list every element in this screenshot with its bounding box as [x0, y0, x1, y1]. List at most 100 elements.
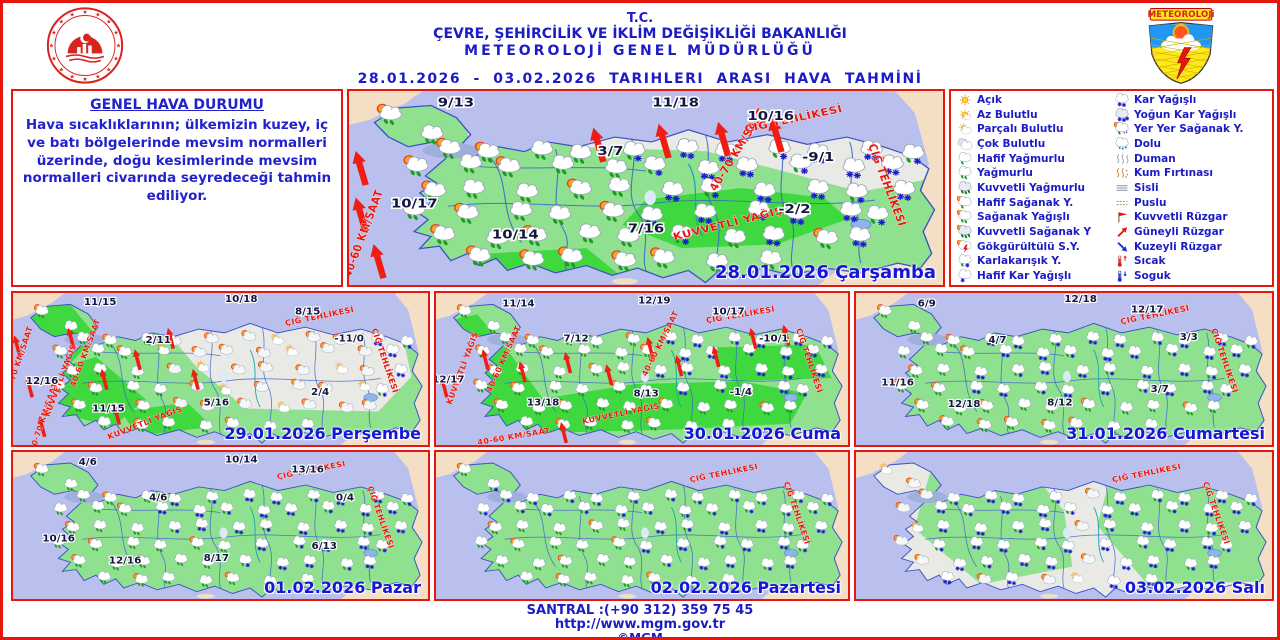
- kuzeyli-ruzgar-icon: [1117, 241, 1128, 252]
- mix-weather-icon: [742, 343, 756, 357]
- legend-label: Sisli: [1134, 181, 1159, 194]
- legend-label: Kum Fırtınası: [1134, 167, 1214, 180]
- legend-label: Dolu: [1134, 137, 1162, 150]
- rain-weather-icon: [91, 500, 105, 514]
- mix-weather-icon: [1034, 381, 1048, 395]
- temperature-label: 4/7: [988, 335, 1006, 346]
- temperature-label: 12/18: [1064, 294, 1097, 305]
- legend-label: Kuvvetli Rüzgar: [1134, 211, 1228, 224]
- snow-weather-icon: [1140, 521, 1154, 536]
- suncloud-weather-icon: [191, 345, 207, 357]
- snow-weather-icon: [1101, 347, 1115, 362]
- suncloud-weather-icon: [255, 346, 271, 358]
- snow-weather-icon: [754, 519, 769, 533]
- yagmurlu-icon: [958, 166, 972, 180]
- mix-weather-icon: [499, 489, 513, 503]
- srain-weather-icon: [102, 491, 118, 506]
- suncloud-weather-icon: [1074, 520, 1090, 531]
- rain-weather-icon: [530, 139, 554, 160]
- temperature-label: 0/4: [336, 493, 354, 504]
- mix-weather-icon: [1165, 343, 1179, 357]
- srain-weather-icon: [908, 364, 923, 379]
- srain-weather-icon: [453, 202, 480, 224]
- snow-weather-icon: [1163, 382, 1177, 397]
- legend-label: Açık: [977, 94, 1002, 106]
- snow-weather-icon: [1038, 361, 1052, 376]
- rain-weather-icon: [583, 571, 598, 585]
- snow-weather-icon: [717, 365, 731, 380]
- mix-weather-icon: [761, 557, 775, 571]
- srain-weather-icon: [557, 399, 573, 414]
- rain-weather-icon: [759, 249, 782, 270]
- rain-weather-icon: [621, 574, 635, 588]
- mix-weather-icon: [205, 490, 219, 504]
- rain-weather-icon: [487, 320, 501, 334]
- srain-weather-icon: [1068, 416, 1084, 431]
- snow-weather-icon: [1101, 504, 1115, 519]
- snow-weather-icon: [997, 383, 1011, 398]
- mix-weather-icon: [700, 177, 723, 199]
- rain-weather-icon: [174, 553, 188, 567]
- snow-weather-icon: [842, 157, 866, 179]
- srain-weather-icon: [456, 304, 472, 319]
- mix-weather-icon: [1063, 344, 1077, 359]
- snow-weather-icon: [334, 492, 348, 506]
- rain-weather-icon: [126, 380, 140, 394]
- legend-item-hafif-yagmurlu: Hafif Yağmurlu: [956, 151, 1113, 166]
- snow-weather-icon: [276, 556, 290, 571]
- mix-weather-icon: [590, 493, 604, 507]
- snow-weather-icon: [1140, 365, 1154, 380]
- rain-weather-icon: [596, 397, 610, 411]
- legend-label: Kuzeyli Rüzgar: [1134, 240, 1222, 253]
- temperature-label: 9/13: [438, 95, 474, 110]
- snow-weather-icon: [639, 540, 653, 554]
- rain-weather-icon: [130, 522, 145, 536]
- svg-text:★: ★: [106, 66, 111, 73]
- rain-weather-icon: [54, 502, 68, 516]
- temperature-label: 10/18: [225, 294, 258, 305]
- snow-weather-icon: [653, 520, 668, 535]
- snow-weather-icon: [357, 536, 371, 550]
- rain-weather-icon: [76, 331, 91, 345]
- snow-weather-icon: [1076, 364, 1090, 379]
- legend-item-hafif-kar: Hafif Kar Yağışlı: [956, 268, 1113, 283]
- rain-weather-icon: [520, 570, 534, 584]
- hafif-saganak-icon: [956, 195, 972, 209]
- rain-weather-icon: [569, 143, 592, 164]
- srain-weather-icon: [945, 333, 961, 348]
- rain-weather-icon: [263, 420, 277, 434]
- snow-weather-icon: [193, 504, 207, 518]
- temperature-label: 11/16: [881, 378, 914, 389]
- wind-arrow-icon: [674, 355, 684, 377]
- rain-weather-icon: [548, 536, 563, 550]
- legend-column-right: Kar Yağışlı Yoğun Kar Yağışlı Yer Yer Sağa…: [1113, 93, 1270, 283]
- rain-weather-icon: [162, 571, 176, 585]
- temperature-label: 8/12: [1047, 398, 1072, 409]
- srain-weather-icon: [133, 573, 149, 587]
- map-panel-sali: ÇIĞ TEHLİKESİ ÇIĞ TEHLİKESİ 03.02.2026 Sal…: [854, 450, 1274, 601]
- mix-weather-icon: [1063, 501, 1077, 515]
- snow-weather-icon: [1202, 503, 1217, 517]
- srain-weather-icon: [473, 378, 488, 393]
- legend-label: Yer Yer Sağanak Y.: [1134, 123, 1244, 136]
- srain-weather-icon: [133, 418, 149, 433]
- snow-weather-icon: [970, 536, 984, 550]
- srain-weather-icon: [566, 178, 592, 200]
- map-date-label: 02.02.2026 Pazartesi: [650, 578, 841, 597]
- rain-weather-icon: [201, 556, 215, 569]
- wind-arrow-icon: [13, 335, 22, 357]
- snow-weather-icon: [676, 381, 690, 396]
- snow-weather-icon: [999, 343, 1013, 358]
- legend-item-sicak: Sıcak: [1113, 254, 1270, 268]
- wind-arrow-icon: [604, 364, 614, 386]
- srain-weather-icon: [599, 200, 625, 223]
- suncloud-weather-icon: [258, 361, 273, 373]
- rain-weather-icon: [563, 332, 577, 346]
- srain-weather-icon: [487, 364, 503, 379]
- svg-text:★: ★: [49, 42, 54, 49]
- snow-weather-icon: [1200, 536, 1215, 550]
- svg-text:★: ★: [51, 30, 56, 37]
- snow-weather-icon: [777, 536, 791, 550]
- wind-arrow-icon: [370, 244, 387, 279]
